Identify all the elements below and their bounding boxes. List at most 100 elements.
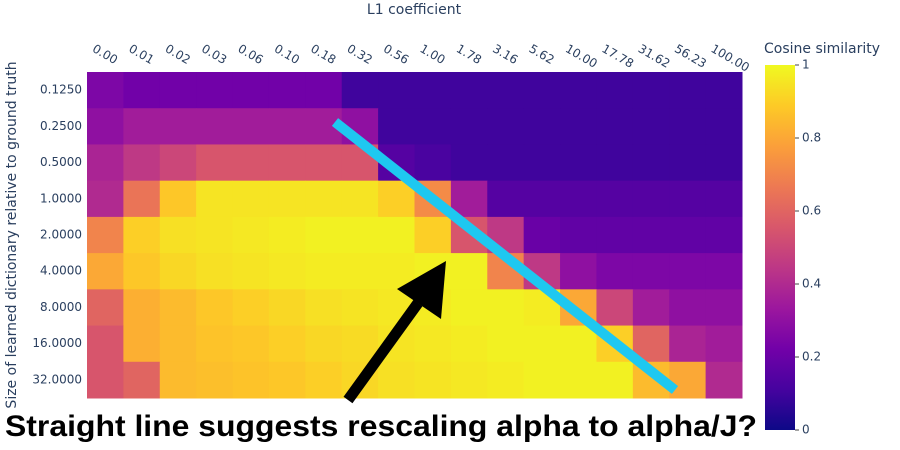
heatmap-cell (414, 72, 452, 109)
heatmap-cell (632, 216, 670, 254)
heatmap-cell (341, 253, 379, 290)
heatmap-cell (560, 216, 597, 254)
x-tick-label: 3.16 (490, 42, 520, 67)
heatmap-cell (450, 144, 488, 182)
heatmap-cell (560, 325, 597, 363)
heatmap-cell (87, 216, 124, 254)
heatmap-cell (705, 180, 743, 218)
heatmap-cell (159, 180, 197, 218)
heatmap-cell (523, 108, 561, 145)
heatmap-cell (450, 180, 488, 218)
heatmap-cell (705, 216, 743, 254)
heatmap-cell (705, 325, 743, 363)
heatmap-cell (523, 180, 561, 218)
heatmap-cell (560, 108, 597, 145)
heatmap-cell (560, 180, 597, 218)
heatmap-cell (159, 108, 197, 145)
heatmap-cell (123, 72, 161, 109)
heatmap-cell (268, 289, 306, 327)
heatmap-cell (123, 361, 161, 399)
heatmap-cell (123, 325, 161, 363)
heatmap-cell (487, 72, 525, 109)
heatmap-cell (159, 253, 197, 290)
y-tick-label: 0.5000 (40, 155, 82, 169)
x-tick-label: 0.18 (308, 42, 338, 67)
heatmap-cell (268, 216, 306, 254)
heatmap-cell (123, 289, 161, 327)
heatmap-cell (341, 72, 379, 109)
heatmap-cell (669, 325, 707, 363)
heatmap-cell (523, 72, 561, 109)
y-axis-title: Size of learned dictionary relative to g… (4, 61, 20, 408)
heatmap-cell (632, 289, 670, 327)
heatmap-cell (378, 216, 415, 254)
heatmap-cell (596, 253, 634, 290)
heatmap-cell (196, 216, 234, 254)
heatmap-cell (305, 72, 343, 109)
heatmap-cell (87, 289, 124, 327)
y-tick-label: 0.2500 (40, 119, 82, 133)
heatmap-cell (669, 253, 707, 290)
heatmap-cell (669, 289, 707, 327)
heatmap-cell (123, 216, 161, 254)
heatmap-cell (196, 253, 234, 290)
heatmap-cell (669, 216, 707, 254)
colorbar-tick-label: 0.6 (802, 204, 821, 218)
heatmap-cell (487, 108, 525, 145)
heatmap-cell (196, 361, 234, 399)
heatmap-cell (159, 325, 197, 363)
x-tick-label: 17.78 (599, 42, 636, 71)
heatmap (87, 72, 743, 399)
x-tick-label: 56.23 (672, 42, 709, 71)
heatmap-cell (560, 253, 597, 290)
trend-line (331, 118, 679, 394)
x-tick-label: 1.00 (417, 42, 447, 67)
heatmap-cell (450, 253, 488, 290)
heatmap-cell (523, 325, 561, 363)
y-tick-label: 2.0000 (40, 228, 82, 242)
heatmap-cell (232, 253, 270, 290)
heatmap-cell (596, 144, 634, 182)
heatmap-cell (487, 325, 525, 363)
heatmap-cell (414, 216, 452, 254)
heatmap-cell (378, 361, 415, 399)
heatmap-cell (596, 216, 634, 254)
heatmap-cell (305, 180, 343, 218)
heatmap-cell (87, 325, 124, 363)
x-tick-label: 0.03 (199, 42, 229, 67)
y-tick-label: 4.0000 (40, 264, 82, 278)
y-tick-label: 0.1250 (40, 83, 82, 97)
heatmap-cell (596, 108, 634, 145)
heatmap-cell (523, 144, 561, 182)
heatmap-cell (232, 72, 270, 109)
heatmap-cell (450, 108, 488, 145)
x-tick-label: 5.62 (527, 42, 557, 67)
heatmap-cell (232, 108, 270, 145)
heatmap-cell (123, 144, 161, 182)
colorbar-tick-label: 0 (802, 423, 810, 437)
heatmap-cell (450, 325, 488, 363)
arrow-head (397, 261, 446, 319)
colorbar-tick-label: 0.4 (802, 277, 821, 291)
heatmap-cell (487, 180, 525, 218)
x-tick-label: 0.06 (236, 42, 266, 67)
colorbar-tick-label: 0.8 (802, 131, 821, 145)
heatmap-cell (196, 72, 234, 109)
heatmap-cell (341, 289, 379, 327)
y-tick-label: 32.0000 (32, 372, 82, 386)
heatmap-cell (669, 361, 707, 399)
heatmap-cell (232, 180, 270, 218)
heatmap-cell (341, 216, 379, 254)
x-tick-label: 0.32 (345, 42, 375, 67)
arrow-shaft (343, 299, 423, 404)
heatmap-cell (123, 253, 161, 290)
heatmap-cell (560, 361, 597, 399)
heatmap-cell (196, 289, 234, 327)
heatmap-cell (596, 361, 634, 399)
heatmap-cell (705, 72, 743, 109)
heatmap-cell (159, 144, 197, 182)
heatmap-cell (341, 325, 379, 363)
x-tick-label: 0.00 (90, 42, 120, 67)
heatmap-cell (196, 108, 234, 145)
